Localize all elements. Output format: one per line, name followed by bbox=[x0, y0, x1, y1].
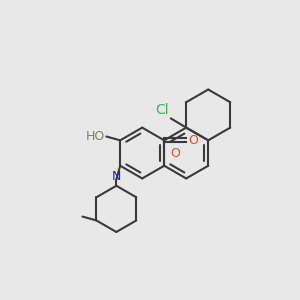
Text: Cl: Cl bbox=[156, 103, 169, 117]
Text: N: N bbox=[112, 170, 121, 184]
Text: HO: HO bbox=[85, 130, 105, 143]
Text: O: O bbox=[188, 134, 198, 147]
Text: O: O bbox=[170, 146, 180, 160]
